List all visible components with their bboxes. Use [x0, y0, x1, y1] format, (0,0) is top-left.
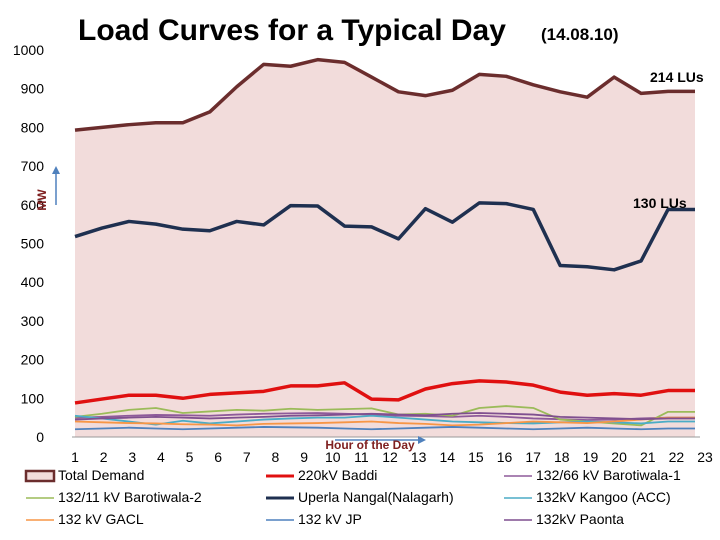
x-tick-label: 22 [669, 449, 685, 465]
area-layer [75, 59, 695, 438]
x-tick-label: 5 [186, 449, 194, 465]
x-tick-label: 21 [640, 449, 656, 465]
y-tick-label: 0 [36, 429, 44, 445]
legend-label: 132kV Paonta [536, 511, 624, 527]
y-tick-label: 800 [21, 119, 45, 135]
series-line-132kv-kangoo-acc [74, 414, 695, 426]
x-axis-label: Hour of the Day [325, 438, 415, 452]
y-tick-label: 1000 [13, 42, 44, 58]
axes [52, 166, 700, 444]
x-tick-label: 17 [525, 449, 541, 465]
series-line-132-66-kv-barotiwala-1 [74, 412, 695, 421]
x-tick-label: 23 [697, 449, 713, 465]
y-tick-label: 300 [21, 313, 45, 329]
series-line-132kv-paonta [74, 412, 695, 421]
x-tick-label: 10 [325, 449, 341, 465]
x-tick-label: 4 [157, 449, 165, 465]
annotation-130-lus: 130 LUs [633, 195, 687, 211]
chart-subtitle: (14.08.10) [541, 25, 619, 44]
y-tick-label: 500 [21, 236, 45, 252]
y-axis-label: MW [35, 189, 49, 211]
x-tick-label: 13 [411, 449, 427, 465]
x-tick-label: 19 [583, 449, 599, 465]
legend-label: 132/11 kV Barotiwala-2 [58, 489, 202, 505]
x-tick-label: 9 [300, 449, 308, 465]
legend-label: 220kV Baddi [298, 467, 377, 483]
legend-label: 132/66 kV Barotiwala-1 [536, 467, 681, 483]
area-total-demand [75, 59, 695, 438]
x-tick-label: 14 [439, 449, 455, 465]
y-tick-label: 900 [21, 81, 45, 97]
series-line-220kv-baddi [74, 379, 695, 405]
series-line-total-demand [74, 57, 695, 132]
x-tick-label: 1 [71, 449, 79, 465]
x-tick-label: 6 [214, 449, 222, 465]
axis-labels: MW Hour of the Day [35, 189, 415, 452]
x-tick-label: 8 [272, 449, 280, 465]
annotation-214-lus: 214 LUs [650, 69, 704, 85]
x-axis-ticks: 1 2 3 4 5 6 7 8 9 10 11 12 13 14 15 16 17 18 19 20 21 22 23 [71, 449, 713, 465]
x-tick-label: 16 [497, 449, 513, 465]
legend-label: Uperla Nangal(Nalagarh) [298, 489, 454, 505]
y-tick-label: 200 [21, 352, 45, 368]
series-lines [74, 57, 695, 431]
x-tick-label: 2 [100, 449, 108, 465]
y-tick-label: 100 [21, 390, 45, 406]
legend-label: Total Demand [58, 467, 144, 483]
x-axis-arrow-head [418, 436, 426, 444]
x-tick-label: 3 [128, 449, 136, 465]
y-axis-ticks: 0 100 200 300 400 500 600 700 800 900 1000 [13, 42, 44, 445]
legend-label: 132kV Kangoo (ACC) [536, 489, 671, 505]
annotations: 214 LUs 130 LUs [633, 69, 704, 211]
legend: Total Demand 220kV Baddi 132/66 kV Barotiw… [24, 467, 681, 527]
x-tick-label: 12 [382, 449, 398, 465]
x-tick-label: 7 [243, 449, 251, 465]
legend-label: 132 kV GACL [58, 511, 144, 527]
x-tick-label: 20 [611, 449, 627, 465]
x-tick-label: 15 [468, 449, 484, 465]
chart-title: Load Curves for a Typical Day [78, 14, 506, 47]
x-tick-label: 11 [354, 449, 369, 465]
y-tick-label: 600 [21, 197, 45, 213]
y-tick-label: 400 [21, 274, 45, 290]
legend-swatch [24, 469, 56, 483]
series-line-132-kv-gacl [74, 416, 695, 427]
x-tick-label: 18 [554, 449, 570, 465]
y-tick-label: 700 [21, 158, 45, 174]
series-line-uperla-nangal-nalagarh [74, 201, 695, 272]
series-line-132-kv-jp [74, 426, 695, 431]
legend-label: 132 kV JP [298, 511, 362, 527]
y-axis-arrow-head [52, 166, 60, 174]
